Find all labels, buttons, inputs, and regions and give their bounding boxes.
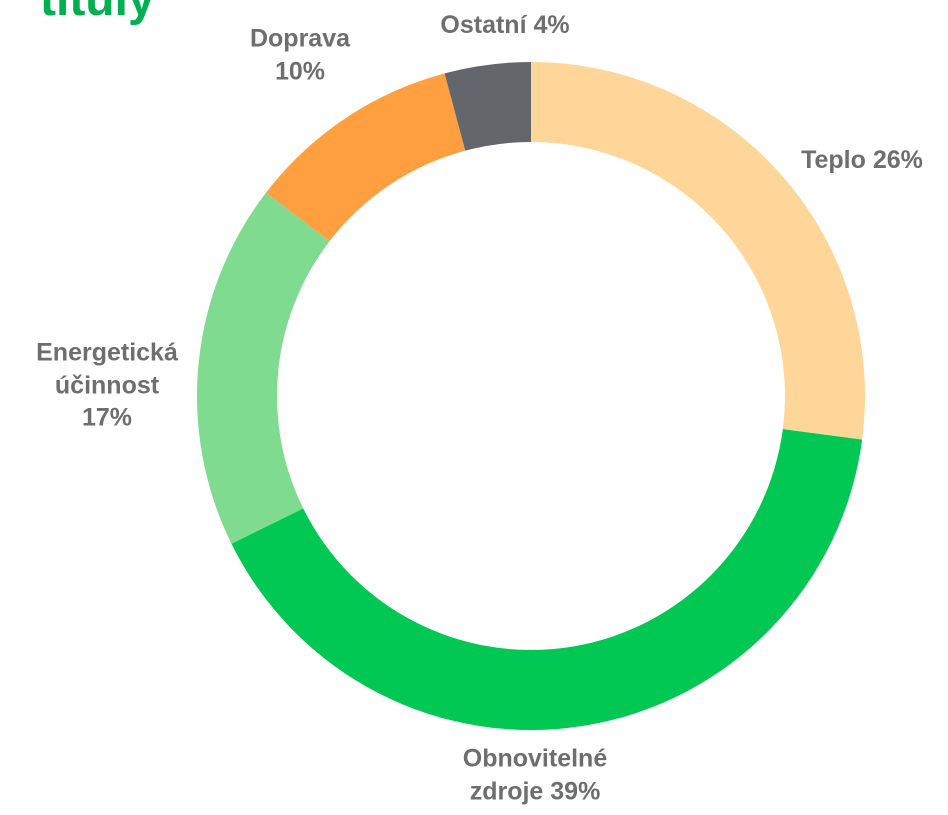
- category-name: Obnovitelné zdroje: [462, 744, 608, 806]
- donut-segment: [531, 62, 865, 440]
- donut-segment: [231, 429, 863, 731]
- donut-segment: [444, 62, 531, 151]
- category-name: Energetická účinnost: [36, 338, 178, 399]
- category-name: Ostatní: [440, 10, 527, 39]
- donut-segment: [266, 73, 466, 242]
- value-label: 4%: [533, 10, 570, 39]
- category-name: Doprava: [249, 24, 351, 53]
- segment-label: Energetická účinnost 17%: [22, 336, 192, 434]
- segment-label: Obnovitelné zdroje 39%: [435, 743, 635, 808]
- value-label: 39%: [550, 777, 601, 805]
- segment-label: Doprava 10%: [225, 23, 375, 88]
- donut-segment: [197, 192, 330, 544]
- value-label: 26%: [872, 145, 923, 174]
- category-name: Teplo: [801, 145, 866, 174]
- value-label: 17%: [81, 403, 133, 432]
- chart-title: tituly: [40, 0, 155, 27]
- value-label: 10%: [274, 57, 326, 85]
- segment-label: Ostatní 4%: [440, 9, 569, 42]
- segment-label: Teplo 26%: [801, 144, 923, 177]
